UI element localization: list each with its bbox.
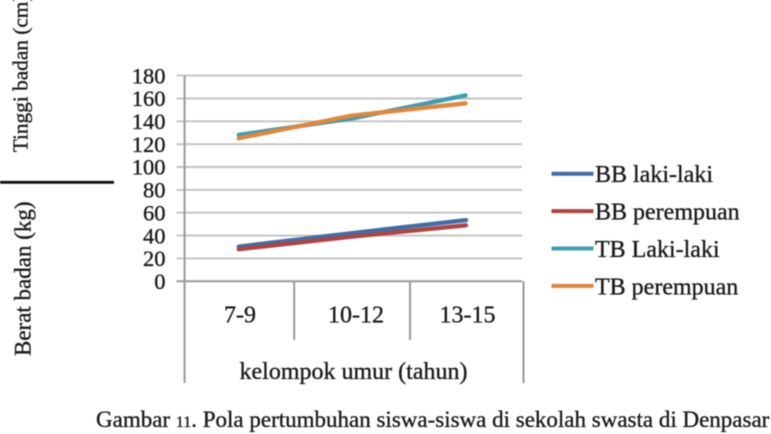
svg-text:Berat badan (kg): Berat badan (kg) xyxy=(11,201,36,356)
svg-text:13-15: 13-15 xyxy=(440,303,496,329)
svg-text:160: 160 xyxy=(132,86,166,111)
svg-text:TB Laki-laki: TB Laki-laki xyxy=(595,237,720,263)
svg-text:100: 100 xyxy=(132,155,166,180)
svg-text:TB perempuan: TB perempuan xyxy=(595,274,738,300)
svg-text:40: 40 xyxy=(143,223,166,248)
svg-text:60: 60 xyxy=(143,200,166,225)
svg-text:Gambar 11. Pola pertumbuhan si: Gambar 11. Pola pertumbuhan siswa-siswa … xyxy=(96,407,770,432)
svg-text:kelompok umur (tahun): kelompok umur (tahun) xyxy=(240,359,468,385)
svg-text:7-9: 7-9 xyxy=(224,303,256,329)
svg-text:0: 0 xyxy=(154,269,165,294)
svg-text:BB perempuan: BB perempuan xyxy=(595,200,740,226)
svg-text:120: 120 xyxy=(132,132,166,157)
svg-text:180: 180 xyxy=(132,63,166,88)
svg-text:80: 80 xyxy=(143,178,166,203)
svg-text:BB laki-laki: BB laki-laki xyxy=(595,162,713,188)
svg-text:10-12: 10-12 xyxy=(328,303,384,329)
svg-text:20: 20 xyxy=(143,246,166,271)
svg-text:140: 140 xyxy=(132,109,166,134)
svg-text:Tinggi badan (cm): Tinggi badan (cm) xyxy=(9,0,33,152)
